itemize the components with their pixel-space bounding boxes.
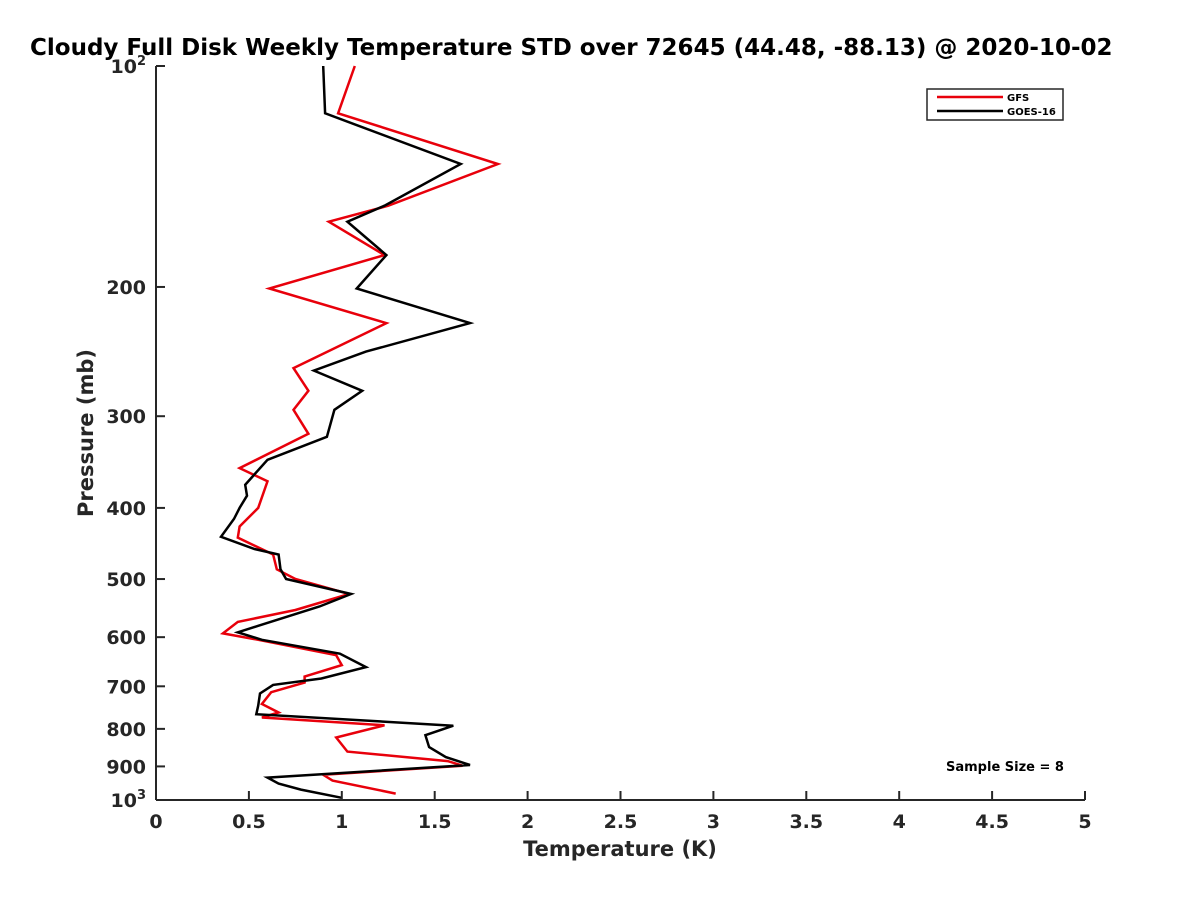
- y-tick-label: 500: [106, 569, 146, 591]
- series-line-gfs: [219, 65, 502, 795]
- chart-title: Cloudy Full Disk Weekly Temperature STD …: [30, 35, 1113, 61]
- legend-label-goes16: GOES-16: [1007, 107, 1056, 118]
- sample-size-annotation: Sample Size = 8: [946, 760, 1064, 775]
- y-tick-label: 900: [106, 756, 146, 778]
- y-tick-label: 600: [106, 627, 146, 649]
- x-tick-label: 0: [149, 811, 162, 833]
- y-tick-label: 103: [111, 788, 147, 812]
- plot-area: 0 0.5 1 1.5 2 2.5 3 3.5 4 4.5 5 102 200 300 400 500 600…: [106, 54, 1091, 833]
- x-tick-label: 3.5: [789, 811, 823, 833]
- x-tick-label: 2: [521, 811, 534, 833]
- legend-box: [926, 88, 1064, 121]
- x-tick-label: 2.5: [604, 811, 638, 833]
- y-ticks: 102 200 300 400 500 600 700 800 900 103: [106, 54, 165, 812]
- series-layer: [219, 65, 502, 800]
- y-tick-label: 102: [111, 54, 147, 78]
- y-tick-label: 300: [106, 406, 146, 428]
- x-tick-label: 3: [707, 811, 720, 833]
- x-tick-label: 5: [1078, 811, 1091, 833]
- series-line-goes16: [219, 65, 475, 800]
- x-tick-label: 0.5: [232, 811, 266, 833]
- y-tick-label: 700: [106, 676, 146, 698]
- x-ticks: 0 0.5 1 1.5 2 2.5 3 3.5 4 4.5 5: [149, 791, 1092, 833]
- legend-label-gfs: GFS: [1007, 93, 1029, 104]
- y-tick-label: 800: [106, 719, 146, 741]
- x-axis-label: Temperature (K): [523, 837, 717, 861]
- legend: GFS GOES-16: [926, 88, 1064, 121]
- y-tick-label: 400: [106, 498, 146, 520]
- x-tick-label: 1.5: [418, 811, 452, 833]
- x-tick-label: 4: [893, 811, 906, 833]
- x-tick-label: 1: [335, 811, 348, 833]
- y-axis-label: Pressure (mb): [74, 349, 98, 517]
- x-tick-label: 4.5: [975, 811, 1009, 833]
- y-tick-label: 200: [106, 277, 146, 299]
